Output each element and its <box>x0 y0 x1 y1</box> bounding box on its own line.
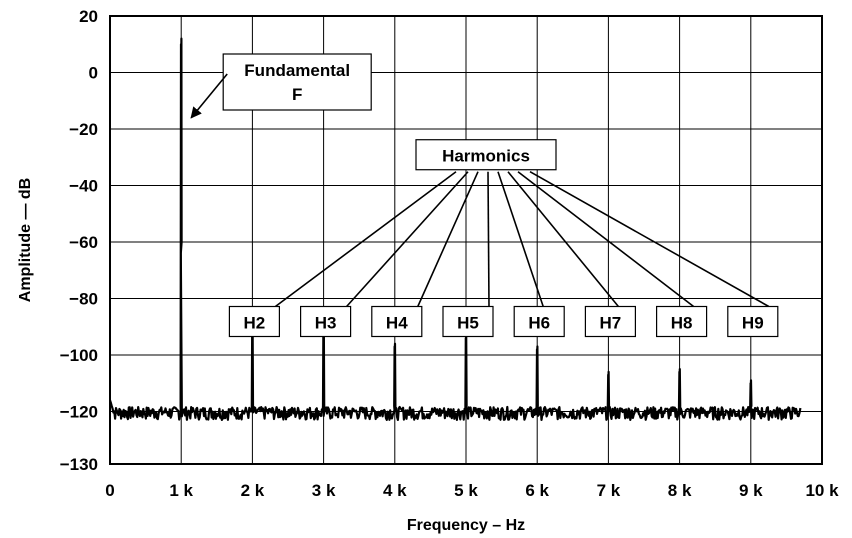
x-tick-label: 3 k <box>312 481 336 500</box>
harmonic-box <box>513 305 565 338</box>
harmonic-box <box>300 305 352 338</box>
y-tick-label: 0 <box>89 64 98 83</box>
fundamental-label-line: Fundamental <box>244 61 350 80</box>
harmonic-label: H7 <box>600 314 622 333</box>
tick-labels: 0 1 k 2 k 3 k 4 k 5 k 6 k 7 k 8 k 9 k 10 k 20 0 −20 −4… <box>60 7 839 500</box>
harmonic-box <box>584 305 637 338</box>
spectrum-trace <box>108 37 802 421</box>
y-tick-label: −120 <box>60 403 98 422</box>
x-tick-label: 1 k <box>169 481 193 500</box>
harmonic-label: H9 <box>742 314 764 333</box>
x-tick-label: 8 k <box>668 481 692 500</box>
harmonic-leader-line <box>497 171 544 307</box>
harmonic-box <box>727 305 779 338</box>
x-tick-label: 9 k <box>739 481 763 500</box>
series-layer <box>108 37 802 421</box>
x-tick-label: 10 k <box>805 481 839 500</box>
fundamental-arrow <box>190 73 228 119</box>
fundamental-label-line: F <box>292 85 302 104</box>
harmonic-leader-line <box>529 171 770 308</box>
harmonic-leader-line <box>517 171 695 308</box>
harmonic-label: H6 <box>528 314 550 333</box>
y-axis-label: Amplitude — dB <box>17 178 34 302</box>
harmonic-box <box>371 305 423 338</box>
y-tick-label: −20 <box>69 120 98 139</box>
harmonic-box <box>655 305 708 338</box>
x-tick-label: 5 k <box>454 481 478 500</box>
x-tick-label: 7 k <box>597 481 621 500</box>
harmonic-label: H3 <box>315 314 337 333</box>
harmonic-label: H4 <box>386 314 408 333</box>
harmonic-leader-line <box>274 171 457 308</box>
harmonic-box <box>228 305 280 338</box>
x-tick-label: 4 k <box>383 481 407 500</box>
harmonic-label: H2 <box>244 314 266 333</box>
y-tick-label: −40 <box>69 177 98 196</box>
x-axis-label: Frequency – Hz <box>407 517 525 534</box>
plot-frame <box>109 15 823 465</box>
x-tick-label: 0 <box>105 481 114 500</box>
harmonic-box <box>442 305 494 338</box>
harmonic-leader-line <box>487 171 490 307</box>
harmonic-leader-line <box>346 171 469 308</box>
y-tick-label: −80 <box>69 290 98 309</box>
y-tick-label: 20 <box>79 7 98 26</box>
harmonic-label: H8 <box>671 314 693 333</box>
harmonic-leader-line <box>507 171 620 308</box>
harmonic-label: H5 <box>457 314 479 333</box>
x-tick-label: 6 k <box>525 481 549 500</box>
y-tick-label: −100 <box>60 346 98 365</box>
harmonics-label-box <box>415 139 557 171</box>
harmonics-label: Harmonics <box>442 147 530 166</box>
fundamental-label-box <box>222 53 372 111</box>
annotations: H2 H3 H4 H5 H6 H7 H8 H9 Harmonics Fundamental F <box>190 53 779 338</box>
y-tick-label: −60 <box>69 233 98 252</box>
x-tick-label: 2 k <box>241 481 265 500</box>
harmonic-leader-line <box>417 171 479 307</box>
y-tick-label: −130 <box>60 455 98 474</box>
